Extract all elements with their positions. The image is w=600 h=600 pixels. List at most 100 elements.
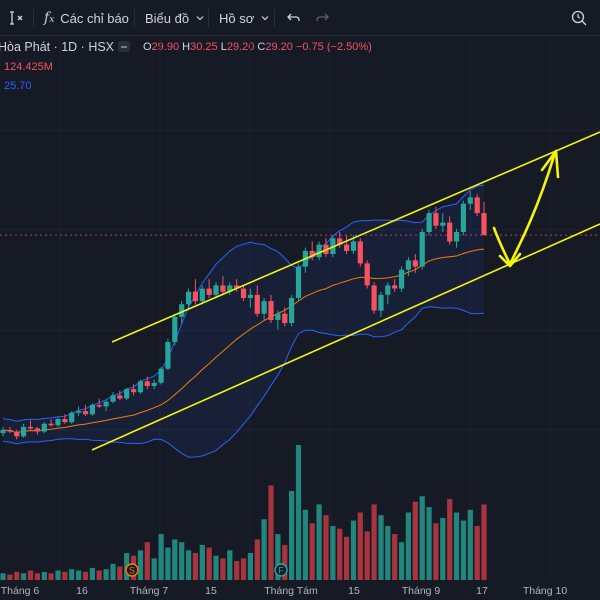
volume-bar xyxy=(295,445,302,580)
candle-body xyxy=(55,419,61,426)
chart-grid xyxy=(0,37,600,580)
redo-button[interactable] xyxy=(314,0,330,36)
candle xyxy=(227,282,233,295)
candle xyxy=(337,232,343,248)
candle xyxy=(392,279,398,292)
candle xyxy=(131,384,137,396)
candles xyxy=(0,191,487,440)
volume-bar xyxy=(357,512,363,580)
candle-body xyxy=(419,232,425,267)
time-axis-label: Tháng 9 xyxy=(402,585,441,597)
time-axis-label: 16 xyxy=(76,585,88,597)
volume-bar xyxy=(172,539,178,580)
candle-body xyxy=(124,389,130,399)
time-axis-label: Tháng 7 xyxy=(130,585,169,597)
bollinger-upper-line xyxy=(2,184,485,422)
volume-bar xyxy=(385,526,391,580)
volume-bar xyxy=(399,542,405,580)
volume-bar xyxy=(199,544,205,580)
candle-body xyxy=(378,294,384,311)
volume-bar xyxy=(89,567,95,581)
annotation-arrow[interactable] xyxy=(492,154,556,266)
candle-body xyxy=(337,238,343,245)
candle-body xyxy=(0,430,6,434)
candle xyxy=(467,191,473,210)
candle-body xyxy=(268,301,274,320)
candle xyxy=(110,392,116,404)
candle-body xyxy=(172,316,178,342)
event-marker-s[interactable]: S xyxy=(125,563,139,577)
candle-body xyxy=(247,294,253,298)
candle xyxy=(295,263,302,302)
candle xyxy=(14,430,20,440)
volume-bar xyxy=(7,574,13,580)
volume-bar xyxy=(227,550,233,580)
candle-body xyxy=(282,313,288,324)
indicators-button[interactable]: fx Các chỉ báo xyxy=(44,0,129,36)
candle-body xyxy=(234,285,240,289)
candle xyxy=(344,235,350,254)
volume-bar xyxy=(364,531,370,580)
profile-label: Hồ sơ xyxy=(219,10,255,26)
candle-body xyxy=(151,382,157,386)
volume-bar xyxy=(344,536,350,580)
profile-button[interactable]: Hồ sơ xyxy=(219,0,270,36)
volume-bar xyxy=(467,509,473,580)
volume-bar xyxy=(247,553,253,580)
marker-label: S xyxy=(129,566,135,576)
candle-body xyxy=(76,411,82,413)
bollinger-lower-line xyxy=(2,306,485,458)
symbol-search-icon[interactable] xyxy=(8,0,24,36)
candle xyxy=(27,420,34,430)
volume-bar xyxy=(213,555,219,580)
candle xyxy=(254,285,260,317)
candle xyxy=(474,194,480,217)
volume-bar xyxy=(76,570,82,580)
candle xyxy=(144,376,150,390)
fx-icon: fx xyxy=(44,10,55,26)
candle xyxy=(192,279,198,305)
candle xyxy=(247,288,253,308)
candle xyxy=(186,288,192,311)
candle-body xyxy=(412,260,418,267)
candle xyxy=(261,298,267,320)
chart-type-button[interactable]: Biểu đồ xyxy=(145,0,205,36)
volume-bar xyxy=(268,485,274,580)
candle-body xyxy=(144,381,150,386)
candle xyxy=(426,210,432,236)
candle xyxy=(151,379,157,390)
volume-bar xyxy=(69,569,75,580)
symbol-title[interactable]: Hòa Phát · 1D · HSX xyxy=(0,40,115,54)
candle xyxy=(7,426,13,434)
volume-bars xyxy=(0,445,487,581)
candle xyxy=(21,423,27,438)
arrow-head-down-icon xyxy=(498,252,522,268)
candle xyxy=(82,404,89,416)
volume-value: 124.425M xyxy=(4,61,53,73)
candle xyxy=(62,414,68,424)
volume-bar xyxy=(103,569,109,580)
channel-lower-line[interactable] xyxy=(91,223,600,451)
candle xyxy=(460,200,466,236)
volume-bar xyxy=(433,523,439,580)
volume-bar xyxy=(302,509,308,580)
redo-icon xyxy=(316,13,329,21)
candle xyxy=(220,276,226,295)
candle-body xyxy=(399,269,405,289)
candle xyxy=(433,206,439,229)
candle xyxy=(440,213,446,232)
time-axis-label: 15 xyxy=(205,585,217,597)
candle xyxy=(124,387,130,401)
undo-button[interactable] xyxy=(286,0,302,36)
legend-toggle-icon[interactable] xyxy=(118,41,130,52)
volume-bar xyxy=(144,542,150,580)
candle-body xyxy=(344,244,350,251)
time-axis-label: 15 xyxy=(348,585,360,597)
volume-bar xyxy=(27,570,34,580)
event-marker-f[interactable]: F xyxy=(274,563,288,577)
candle-body xyxy=(131,389,137,393)
candle-body xyxy=(41,423,47,432)
channel-upper-line[interactable] xyxy=(111,131,600,343)
snapshot-button[interactable] xyxy=(570,0,588,36)
price-chart[interactable]: S F Tháng 6 16 Tháng 7 15 Tháng Tám 15 Tháng 9… xyxy=(0,37,600,600)
